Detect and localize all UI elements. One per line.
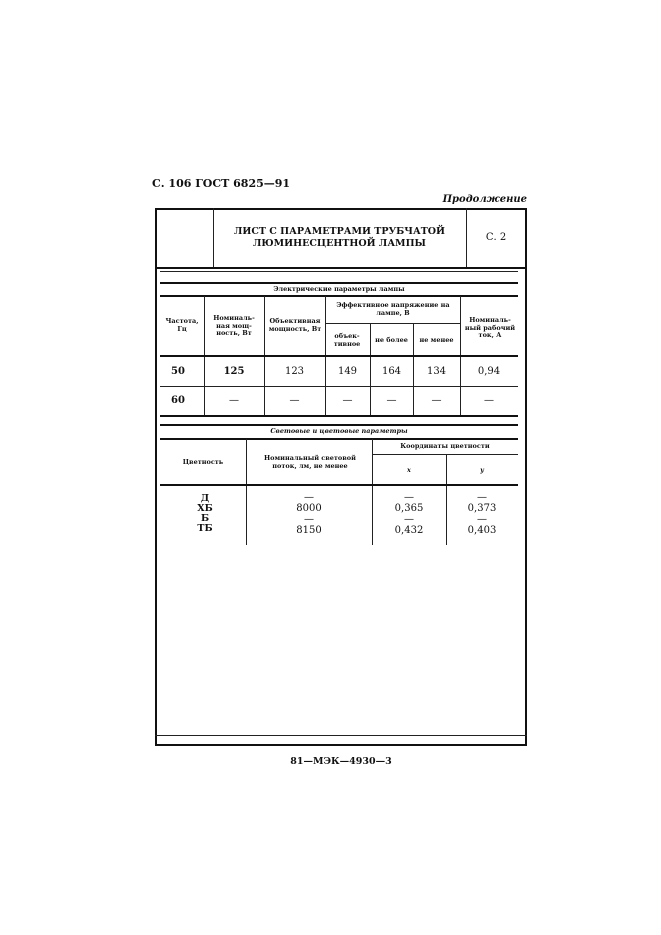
- color-column: Д ХБ Б ТБ: [197, 493, 213, 534]
- electrical-title: Электрические параметры лампы: [273, 285, 405, 293]
- header-coords: Координаты цветности: [400, 442, 490, 450]
- page-header: С. 106 ГОСТ 6825—91: [152, 177, 291, 190]
- header-color: Цветность: [182, 458, 224, 466]
- flux-column: — 8000 — 8150: [296, 492, 322, 536]
- header-voltage: Эффективное напряжение на лампе, В: [336, 301, 450, 317]
- sheet-title-line1: ЛИСТ С ПАРАМЕТРАМИ ТРУБЧАТОЙ: [233, 226, 446, 237]
- header-voltage-objective: объек-тивное: [333, 332, 361, 348]
- header-current: Номиналь-ный рабочий ток, А: [464, 316, 516, 339]
- light-title: Световые и цветовые параметры: [270, 427, 408, 435]
- header-voltage-min: не менее: [419, 336, 454, 344]
- sheet-title-line2: ЛЮМИНЕСЦЕНТНОЙ ЛАМПЫ: [253, 238, 426, 249]
- header-y: y: [480, 466, 484, 474]
- continuation-label: Продолжение: [442, 194, 527, 205]
- header-frequency: Частота, Гц: [165, 317, 199, 333]
- header-voltage-max: не более: [375, 336, 408, 344]
- x-column: — 0,365 — 0,432: [394, 492, 424, 536]
- header-objective-power: Объективная мощность, Вт: [268, 317, 322, 333]
- header-x: x: [407, 466, 411, 474]
- footer-code: 81—МЭК—4930—3: [290, 756, 392, 767]
- header-flux: Номинальный световой поток, лм, не менее: [264, 454, 356, 470]
- sheet-page-number: С. 2: [485, 232, 507, 243]
- header-nominal-power: Номиналь-ная мощ-ность, Вт: [213, 314, 255, 337]
- sheet-title: ЛИСТ С ПАРАМЕТРАМИ ТРУБЧАТОЙ ЛЮМИНЕСЦЕНТ…: [213, 226, 466, 250]
- y-column: — 0,373 — 0,403: [467, 492, 497, 536]
